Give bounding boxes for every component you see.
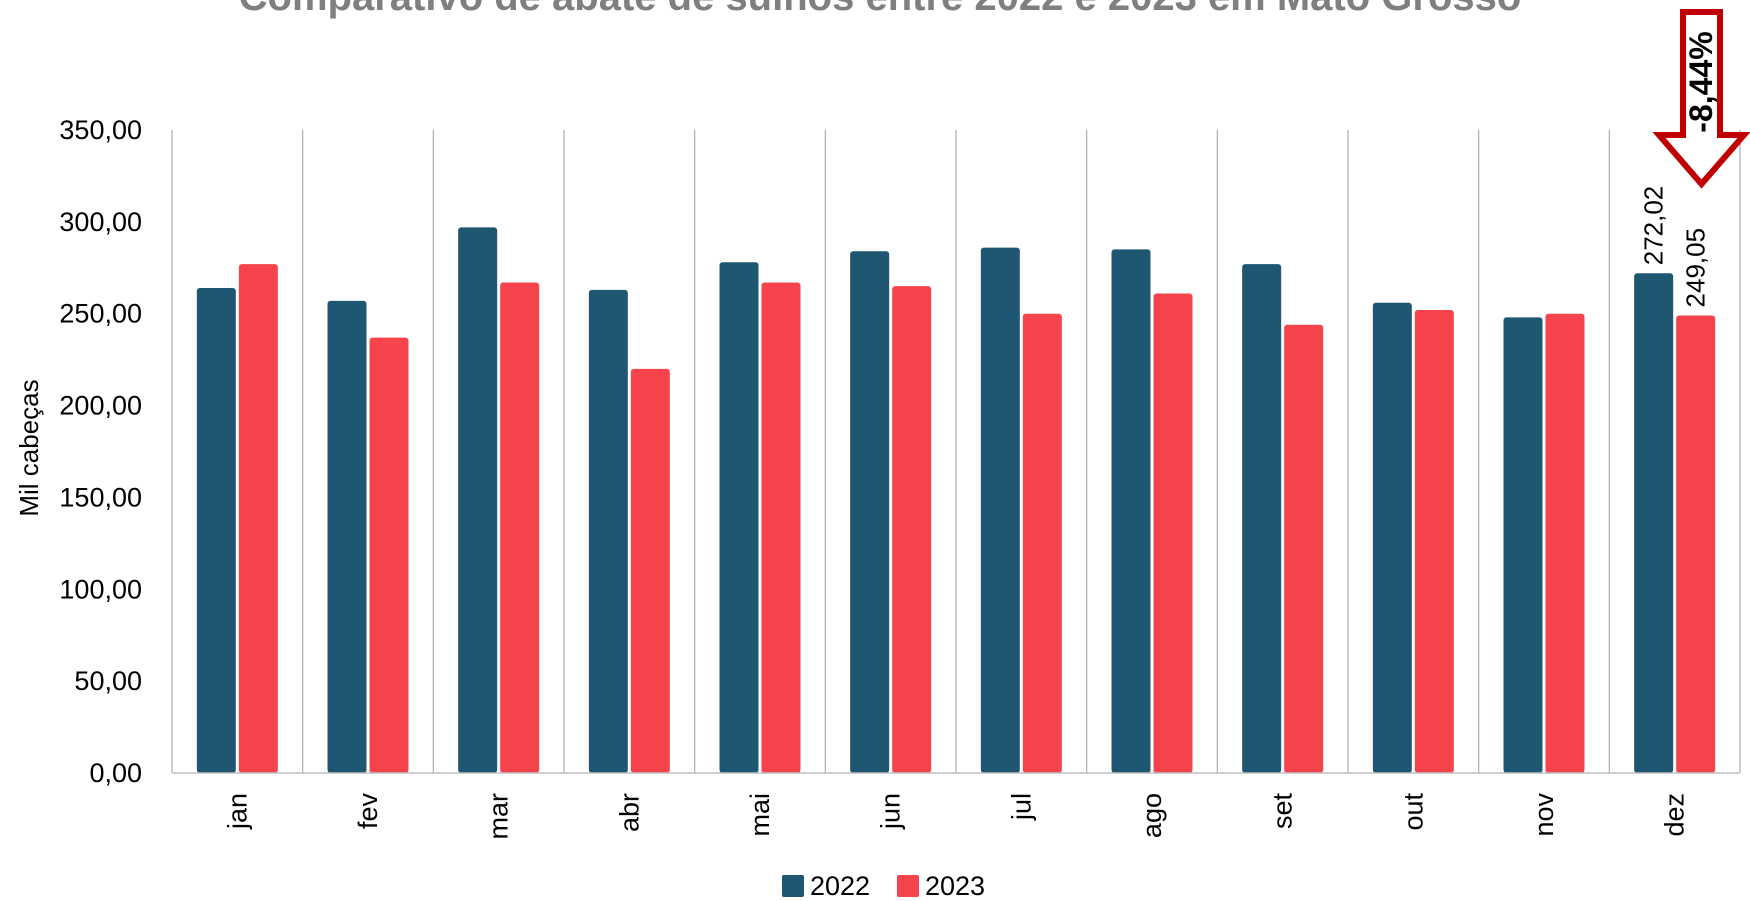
data-label: 249,05: [1681, 228, 1711, 308]
x-tick-label: jun: [876, 793, 906, 830]
legend-swatch-2023: [897, 875, 919, 897]
bar-jun-2022: [850, 251, 890, 773]
bar-mai-2023: [761, 282, 801, 773]
y-tick-label: 0,00: [89, 758, 142, 788]
bar-set-2022: [1242, 264, 1282, 773]
bar-abr-2023: [630, 368, 670, 773]
bar-jul-2023: [1022, 313, 1062, 773]
bar-ago-2023: [1153, 293, 1193, 773]
bar-mar-2023: [500, 282, 540, 773]
x-tick-label: abr: [614, 793, 644, 832]
bar-jul-2022: [980, 247, 1020, 773]
y-tick-label: 50,00: [74, 666, 142, 696]
y-tick-label: 100,00: [59, 574, 142, 604]
percent-change-label: -8,44%: [1683, 31, 1719, 132]
legend-swatch-2022: [782, 875, 804, 897]
bar-fev-2023: [369, 337, 409, 773]
bar-ago-2022: [1111, 249, 1151, 773]
bar-mar-2022: [458, 227, 498, 773]
bar-jun-2023: [892, 286, 932, 773]
bar-jan-2022: [196, 287, 236, 773]
data-labels: 272,02 249,05: [1639, 186, 1711, 308]
x-tick-label: fev: [353, 793, 383, 830]
x-axis-labels: jan fev mar abr mai jun jul ago set out nov dez: [222, 793, 1689, 840]
category-separators: [171, 130, 1741, 773]
bar-dez-2022: [1634, 273, 1674, 773]
bar-fev-2022: [327, 300, 367, 773]
x-tick-label: out: [1398, 793, 1428, 831]
x-tick-label: ago: [1137, 793, 1167, 838]
y-tick-label: 300,00: [59, 207, 142, 237]
y-tick-label: 250,00: [59, 299, 142, 329]
y-axis-ticks: 0,00 50,00 100,00 150,00 200,00 250,00 300,00 3…: [59, 115, 142, 788]
bar-jan-2023: [238, 264, 278, 773]
x-tick-label: dez: [1660, 793, 1690, 837]
bar-set-2023: [1284, 324, 1324, 773]
legend: 2022 2023: [782, 871, 985, 901]
bars: [196, 227, 1716, 773]
bar-abr-2022: [588, 289, 628, 773]
x-tick-label: jan: [222, 793, 252, 830]
bar-out-2022: [1372, 302, 1412, 773]
legend-label: 2022: [810, 871, 870, 901]
bar-nov-2022: [1503, 317, 1543, 773]
x-tick-label: jul: [1006, 793, 1036, 821]
bar-dez-2023: [1676, 315, 1716, 773]
down-arrow-icon: [1652, 9, 1750, 189]
y-tick-label: 350,00: [59, 115, 142, 145]
bar-out-2023: [1414, 310, 1454, 773]
bar-nov-2023: [1545, 313, 1585, 773]
x-tick-label: mai: [745, 793, 775, 837]
bar-mai-2022: [719, 262, 759, 773]
y-tick-label: 200,00: [59, 391, 142, 421]
x-tick-label: set: [1268, 793, 1298, 830]
percent-change-callout: -8,44%: [1652, 9, 1750, 189]
chart-title: Comparativo de abate de suínos entre 202…: [239, 0, 1522, 19]
data-label: 272,02: [1639, 186, 1669, 266]
y-axis-title: Mil cabeças: [14, 379, 44, 516]
legend-label: 2023: [925, 871, 985, 901]
y-tick-label: 150,00: [59, 482, 142, 512]
x-tick-label: mar: [484, 793, 514, 840]
x-tick-label: nov: [1529, 793, 1559, 837]
